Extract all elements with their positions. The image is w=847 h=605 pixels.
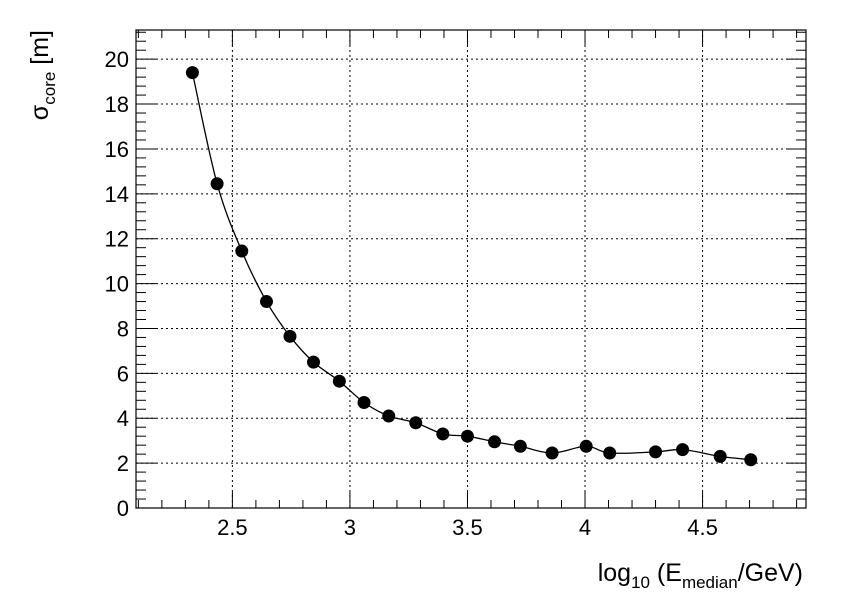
data-point [545,446,559,460]
data-point [649,445,663,459]
y-tick-label: 2 [117,451,129,476]
y-tick-label: 6 [117,361,129,386]
data-point [488,435,502,449]
y-tick-label: 8 [117,316,129,341]
data-point [283,329,297,343]
data-point [579,439,593,453]
y-tick-label: 14 [105,182,129,207]
x-axis-title-mid: (E [650,559,682,587]
y-tick-label: 4 [117,406,129,431]
x-tick-label: 4 [579,515,591,540]
x-axis-title: log10 (Emedian/GeV) [598,559,803,592]
data-point [357,396,371,410]
y-tick-label: 0 [117,496,129,521]
data-point [235,244,249,258]
series-curve [191,72,751,461]
x-axis-title-sub2: median [682,573,738,592]
axis-ticks [136,30,806,509]
data-point [382,409,396,423]
y-axis-title-base: σ [26,104,54,120]
x-tick-labels: 2.5 3 3.5 4 4.5 [217,515,718,540]
data-point [306,355,320,369]
x-tick-label: 4.5 [687,515,718,540]
x-tick-label: 3 [344,515,356,540]
y-axis-title: σcore [m] [26,30,59,120]
y-tick-label: 10 [105,272,129,297]
x-axis-title-sub1: 10 [631,573,650,592]
data-point [259,295,273,309]
data-point [210,177,224,191]
data-point [513,439,527,453]
y-tick-labels: 0 2 4 6 8 10 12 14 16 18 20 [105,47,129,521]
y-axis-title-end: [m] [26,30,54,72]
data-point [744,453,758,467]
y-tick-label: 18 [105,92,129,117]
data-point [676,443,690,457]
data-point [713,449,727,463]
plot-frame [135,29,807,509]
data-point [332,374,346,388]
y-tick-label: 16 [105,137,129,162]
y-tick-label: 20 [105,47,129,72]
data-point [185,66,199,80]
grid-lines [136,30,806,508]
data-point [436,427,450,441]
data-point [409,416,423,430]
data-point [603,446,617,460]
y-axis-title-sub: core [40,72,59,105]
series-points [185,66,758,467]
x-axis-title-end: /GeV) [738,559,803,587]
x-tick-label: 3.5 [452,515,483,540]
x-tick-label: 2.5 [217,515,248,540]
y-tick-label: 12 [105,227,129,252]
x-axis-title-base: log [598,559,631,587]
data-point [460,429,474,443]
